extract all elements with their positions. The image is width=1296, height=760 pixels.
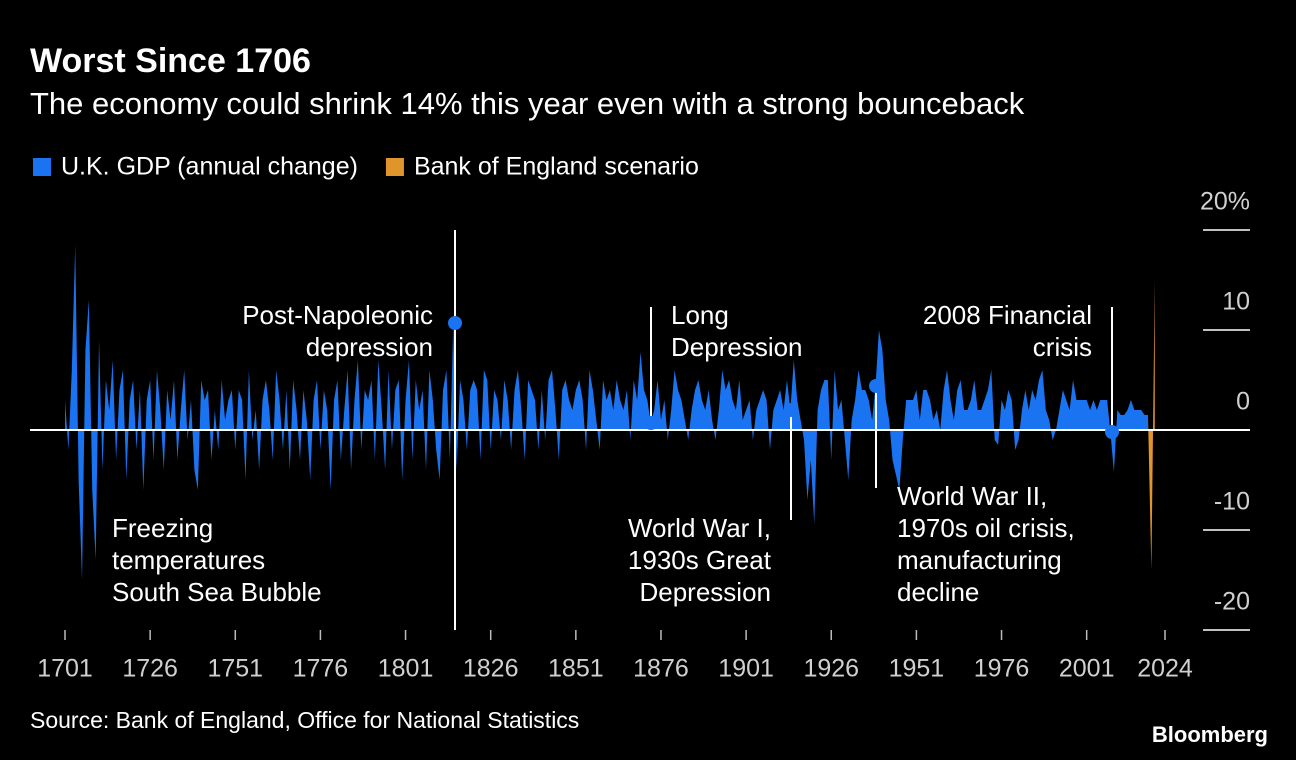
annotation-dot [869,379,883,393]
annotation-text: Freezing [112,513,213,543]
annotation-text: crisis [1033,332,1092,362]
annotation-text: depression [306,332,433,362]
x-tick-label: 1726 [122,655,178,683]
y-tick-label: 0 [1236,388,1250,416]
x-tick-label: 2024 [1137,655,1193,683]
annotation-text: World War I, [628,513,771,543]
y-tick-label: 10 [1222,288,1250,316]
annotation-text: decline [897,577,979,607]
area [1147,280,1155,570]
x-tick-label: 1801 [378,655,434,683]
x-tick-label: 1976 [974,655,1030,683]
annotation-text: Depression [639,577,771,607]
source: Source: Bank of England, Office for Nati… [30,707,579,733]
annotation-text: South Sea Bubble [112,577,322,607]
x-tick-label: 1701 [37,655,93,683]
brand: Bloomberg [1152,722,1268,747]
x-tick-label: 1751 [207,655,263,683]
x-tick-label: 1851 [548,655,604,683]
x-tick-label: 1776 [293,655,349,683]
x-tick-label: 1876 [633,655,689,683]
x-tick-label: 1926 [803,655,859,683]
annotation-text: Post-Napoleonic [242,300,433,330]
annotation-text: manufacturing [897,545,1062,575]
annotation-text: 1930s Great [628,545,772,575]
legend-swatch [385,158,404,176]
x-tick-label: 2001 [1059,655,1115,683]
legend-swatch [33,158,51,176]
x-tick-label: 1826 [463,655,519,683]
legend-label: U.K. GDP (annual change) [61,153,358,181]
y-tick-label: -10 [1214,488,1250,516]
annotation-text: Long [671,300,729,330]
annotation-text: 2008 Financial [923,300,1092,330]
annotation-text: 1970s oil crisis, [897,513,1075,543]
chart-subtitle: The economy could shrink 14% this year e… [30,86,1025,121]
y-tick-label: -20 [1214,588,1250,616]
legend-label: Bank of England scenario [414,153,699,181]
annotation-dot [448,316,462,330]
annotation-dot [1105,425,1119,439]
y-tick-label: 20% [1200,188,1250,216]
annotation-dot [644,416,658,430]
x-tick-label: 1901 [718,655,774,683]
chart-title: Worst Since 1706 [30,42,311,80]
x-tick-label: 1951 [889,655,945,683]
area [65,245,1148,580]
annotation-text: Depression [671,332,803,362]
annotation-dot [784,403,798,417]
annotation-text: temperatures [112,545,265,575]
annotation-text: World War II, [897,481,1047,511]
